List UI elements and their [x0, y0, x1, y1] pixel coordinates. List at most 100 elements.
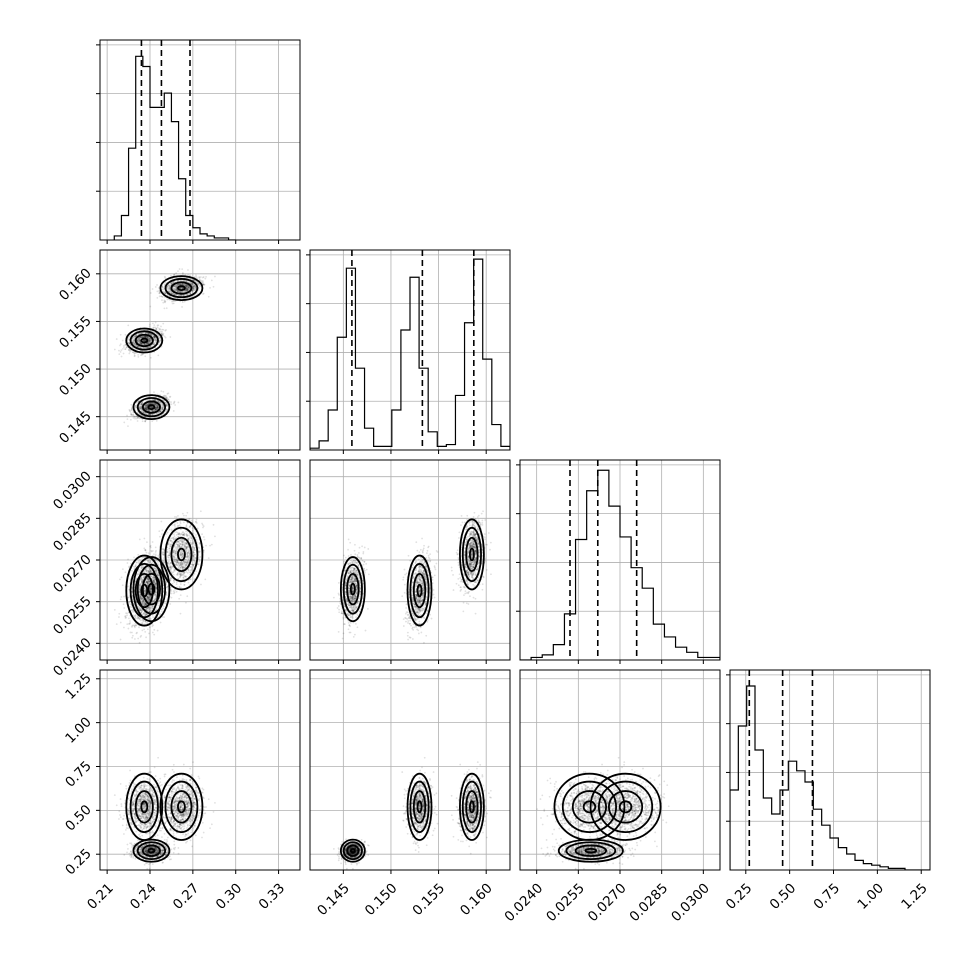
sample-point	[138, 618, 141, 620]
sample-point	[144, 620, 147, 623]
sample-point	[164, 292, 166, 295]
sample-point	[154, 553, 157, 556]
sample-point	[139, 596, 142, 599]
sample-point	[126, 623, 129, 626]
sample-point	[148, 346, 151, 349]
sample-point	[174, 285, 176, 288]
sample-point	[140, 566, 143, 569]
sample-point	[176, 279, 179, 282]
sample-point	[175, 289, 178, 292]
sample-point	[144, 603, 147, 606]
sample-point	[143, 602, 146, 605]
sample-point	[142, 613, 145, 615]
sample-point	[147, 340, 150, 343]
sample-point	[174, 404, 177, 406]
sample-point	[147, 607, 150, 609]
sample-point	[189, 296, 191, 299]
sample-point	[151, 406, 153, 408]
sample-point	[181, 283, 184, 286]
sample-point	[167, 284, 170, 287]
sample-point	[146, 581, 148, 584]
sample-point	[142, 612, 145, 615]
sample-point	[150, 339, 153, 342]
sample-point	[137, 560, 140, 563]
sample-point	[137, 553, 140, 556]
sample-point	[144, 592, 147, 595]
sample-point	[185, 284, 187, 287]
sample-point	[179, 287, 182, 290]
sample-point	[147, 578, 150, 581]
sample-point	[141, 336, 144, 339]
sample-point	[155, 570, 158, 573]
sample-point	[149, 588, 152, 591]
sample-point	[147, 570, 150, 573]
sample-point	[132, 342, 135, 344]
sample-point	[147, 596, 149, 599]
sample-point	[145, 413, 148, 416]
sample-point	[134, 335, 137, 338]
sample-point	[161, 407, 164, 409]
sample-point	[156, 406, 159, 409]
sample-point	[192, 288, 195, 290]
sample-point	[151, 413, 154, 416]
sample-point	[189, 292, 192, 295]
sample-point	[170, 292, 173, 295]
sample-point	[170, 282, 172, 285]
sample-point	[192, 288, 195, 291]
sample-point	[162, 557, 165, 560]
density-contour	[177, 285, 186, 291]
sample-point	[144, 407, 147, 409]
sample-point	[148, 337, 151, 340]
sample-point	[149, 570, 152, 573]
sample-point	[143, 343, 146, 346]
sample-point	[146, 342, 149, 345]
sample-point	[138, 583, 141, 586]
sample-point	[157, 411, 160, 414]
sample-point	[176, 283, 179, 286]
sample-point	[168, 285, 170, 287]
sample-point	[162, 406, 165, 409]
sample-point	[146, 342, 149, 345]
sample-point	[145, 346, 147, 349]
sample-point	[143, 537, 146, 540]
sample-point	[172, 288, 175, 290]
sample-point	[156, 405, 158, 408]
sample-point	[191, 286, 194, 289]
sample-point	[186, 287, 188, 290]
sample-point	[144, 613, 147, 616]
sample-point	[158, 292, 161, 295]
sample-point	[144, 407, 147, 410]
sample-point	[152, 335, 155, 338]
sample-point	[145, 407, 148, 410]
sample-point	[128, 338, 131, 341]
sample-point	[147, 332, 150, 335]
sample-point	[193, 287, 195, 290]
sample-point	[171, 302, 174, 305]
sample-point	[154, 593, 157, 596]
sample-point	[141, 597, 144, 600]
sample-point	[167, 288, 170, 291]
sample-point	[177, 566, 180, 568]
sample-point	[141, 599, 144, 602]
density-contour	[136, 397, 167, 418]
sample-point	[177, 290, 180, 293]
sample-point	[144, 589, 147, 592]
sample-point	[121, 339, 124, 342]
sample-point	[144, 568, 147, 571]
sample-point	[124, 571, 127, 574]
sample-point	[179, 291, 182, 294]
sample-point	[137, 637, 140, 640]
sample-point	[132, 341, 135, 344]
sample-point	[152, 581, 155, 583]
sample-point	[145, 404, 148, 407]
sample-point	[153, 410, 156, 412]
sample-point	[167, 289, 169, 292]
sample-point	[152, 579, 155, 582]
sample-point	[132, 339, 135, 342]
sample-point	[161, 552, 163, 555]
sample-point	[134, 415, 136, 418]
sample-point	[127, 324, 130, 327]
sample-point	[129, 345, 132, 348]
sample-point	[139, 336, 142, 338]
